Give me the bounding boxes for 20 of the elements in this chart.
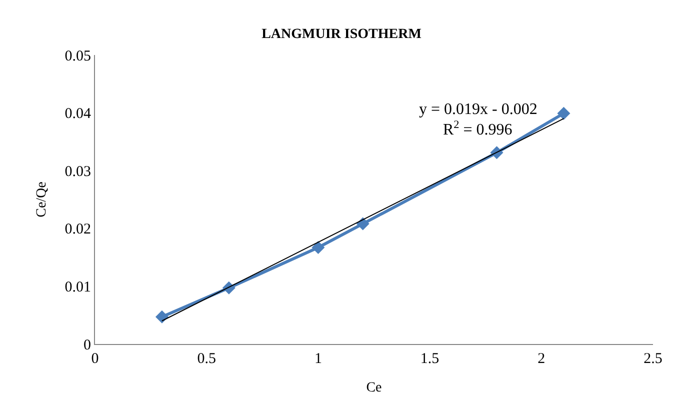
point: [312, 240, 325, 254]
y-tick-label: 0.03: [64, 164, 91, 180]
y-tick-label: 0.02: [64, 222, 91, 238]
y-tick-label: 0: [84, 337, 91, 354]
point: [557, 106, 570, 120]
annotation: R$^{2}$ = 0.996: [443, 119, 512, 139]
annotation: y = 0.019x - 0.002: [419, 101, 538, 118]
y-tick-label: 0.05: [64, 48, 91, 64]
x-tick-label: 1.5: [420, 351, 440, 367]
point: [356, 217, 370, 230]
y-tick-label: 0.04: [64, 106, 92, 122]
x-tick-label: 0.5: [197, 351, 216, 367]
x-tick-label: 1: [314, 351, 322, 367]
y-tick-label: 0.01: [64, 279, 91, 296]
x-tick-label: 2.5: [644, 351, 662, 367]
y-axis-title: Ce/Qe: [34, 182, 50, 218]
chart-title: LANGMUIR ISOTHERM: [262, 27, 422, 42]
x-axis-title: Ce: [366, 380, 382, 396]
x-tick-label: 2: [538, 351, 546, 367]
point: [155, 310, 168, 324]
